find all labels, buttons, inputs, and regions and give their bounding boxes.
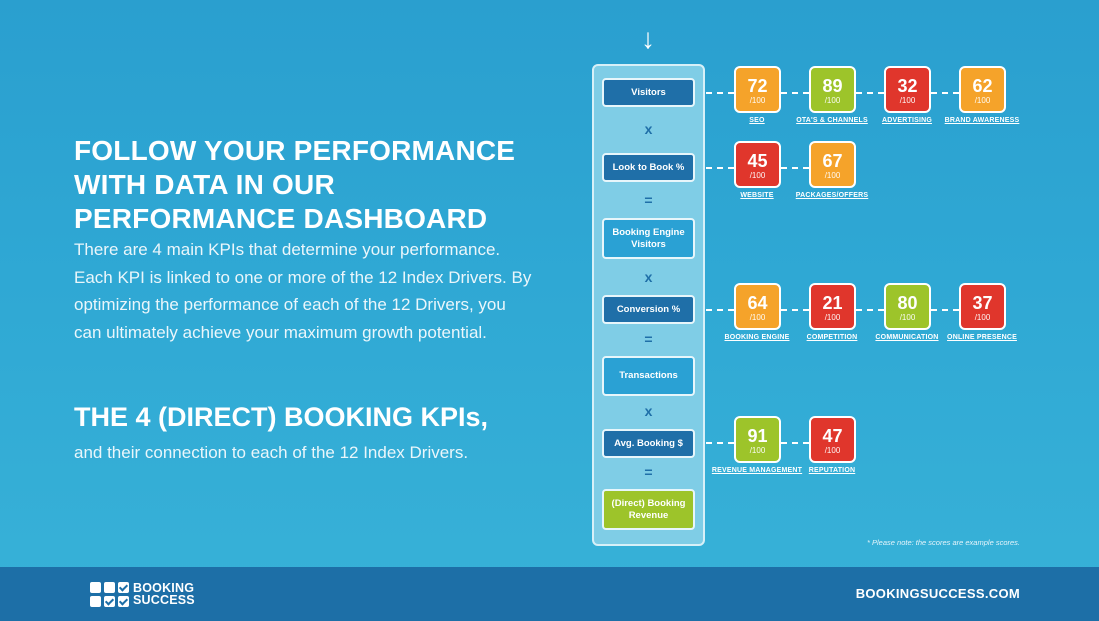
score-max: /100 (749, 96, 766, 105)
score-tile-seo: 72 /100 (734, 66, 781, 113)
kpi-avg-booking: Avg. Booking $ (602, 429, 695, 458)
kpi-direct-booking-revenue: (Direct) Booking Revenue (602, 489, 695, 530)
operator-multiply: x (644, 121, 653, 137)
headline-line-2: WITH DATA IN OUR (74, 169, 335, 200)
kpi-look-to-book: Look to Book % (602, 153, 695, 182)
arrow-down-icon: ↓ (641, 23, 655, 54)
driver-label-competition: COMPETITION (806, 334, 858, 341)
driver-label-online-presence: ONLINE PRESENCE (947, 334, 1017, 341)
operator-multiply: x (644, 403, 653, 419)
logo-wordmark: BOOKING SUCCESS (133, 581, 195, 607)
score-max: /100 (824, 96, 841, 105)
score-max: /100 (824, 313, 841, 322)
score-tile-communication: 80 /100 (884, 283, 931, 330)
logo-squares-icon (90, 581, 129, 607)
score-tile-booking-engine: 64 /100 (734, 283, 781, 330)
score-value: 64 (747, 293, 768, 313)
score-value: 62 (972, 76, 993, 96)
score-value: 47 (822, 426, 843, 446)
kpi-booking-engine-visitors: Booking Engine Visitors (602, 218, 695, 259)
connector-line (706, 309, 734, 311)
driver-label-revenue-management: REVENUE MANAGEMENT (711, 467, 803, 474)
score-tile-revenue-management: 91 /100 (734, 416, 781, 463)
operator-equals: = (644, 464, 653, 480)
headline-line-3: PERFORMANCE DASHBOARD (74, 203, 488, 234)
score-value: 89 (822, 76, 843, 96)
driver-label-website: WEBSITE (740, 192, 774, 199)
score-value: 91 (747, 426, 768, 446)
driver-label-seo: SEO (749, 117, 765, 124)
driver-label-brand-awareness: BRAND AWARENESS (944, 117, 1020, 124)
connector-line (856, 309, 884, 311)
kpi-visitors: Visitors (602, 78, 695, 107)
kpi-conversion: Conversion % (602, 295, 695, 324)
driver-label-reputation: REPUTATION (808, 467, 856, 474)
score-max: /100 (749, 446, 766, 455)
score-value: 37 (972, 293, 993, 313)
operator-equals: = (644, 331, 653, 347)
connector-line (706, 92, 734, 94)
score-tile-brand-awareness: 62 /100 (959, 66, 1006, 113)
intro-paragraph: There are 4 main KPIs that determine you… (74, 240, 532, 342)
score-value: 67 (822, 151, 843, 171)
score-value: 80 (897, 293, 918, 313)
score-max: /100 (824, 446, 841, 455)
connector-line (781, 92, 809, 94)
kpi-section-title: THE 4 (DIRECT) BOOKING KPIs, (74, 402, 489, 432)
score-max: /100 (899, 313, 916, 322)
headline-line-1: FOLLOW YOUR PERFORMANCE (74, 135, 516, 166)
driver-label-booking-engine: BOOKING ENGINE (724, 334, 790, 341)
score-max: /100 (974, 313, 991, 322)
driver-label-communication: COMMUNICATION (875, 334, 939, 341)
score-max: /100 (974, 96, 991, 105)
driver-label-otas: OTA'S & CHANNELS (796, 117, 868, 124)
connector-line (706, 442, 734, 444)
score-value: 32 (897, 76, 918, 96)
website-link[interactable]: BOOKINGSUCCESS.COM (855, 586, 1020, 601)
logo-line-2: SUCCESS (133, 593, 195, 607)
score-value: 72 (747, 76, 768, 96)
score-tile-packages: 67 /100 (809, 141, 856, 188)
score-tile-otas: 89 /100 (809, 66, 856, 113)
operator-equals: = (644, 192, 653, 208)
connector-line (781, 309, 809, 311)
score-max: /100 (749, 313, 766, 322)
operator-multiply: x (644, 269, 653, 285)
score-tile-reputation: 47 /100 (809, 416, 856, 463)
score-tile-website: 45 /100 (734, 141, 781, 188)
score-max: /100 (749, 171, 766, 180)
page-title: FOLLOW YOUR PERFORMANCE WITH DATA IN OUR… (74, 134, 544, 236)
score-tile-online-presence: 37 /100 (959, 283, 1006, 330)
score-tile-competition: 21 /100 (809, 283, 856, 330)
kpi-transactions: Transactions (602, 356, 695, 396)
score-value: 21 (822, 293, 843, 313)
score-max: /100 (824, 171, 841, 180)
connector-line (931, 309, 959, 311)
score-tile-advertising: 32 /100 (884, 66, 931, 113)
connector-line (931, 92, 959, 94)
score-max: /100 (899, 96, 916, 105)
driver-label-advertising: ADVERTISING (881, 117, 933, 124)
kpi-section-subtitle: and their connection to each of the 12 I… (74, 443, 469, 462)
example-scores-note: * Please note: the scores are example sc… (867, 538, 1020, 547)
connector-line (781, 167, 809, 169)
logo-line-1: BOOKING (133, 581, 195, 595)
connector-line (781, 442, 809, 444)
footer-bar (0, 567, 1099, 621)
brand-logo[interactable]: BOOKING SUCCESS (90, 580, 195, 608)
connector-line (856, 92, 884, 94)
driver-label-packages: PACKAGES/OFFERS (795, 192, 869, 199)
score-value: 45 (747, 151, 768, 171)
connector-line (706, 167, 734, 169)
